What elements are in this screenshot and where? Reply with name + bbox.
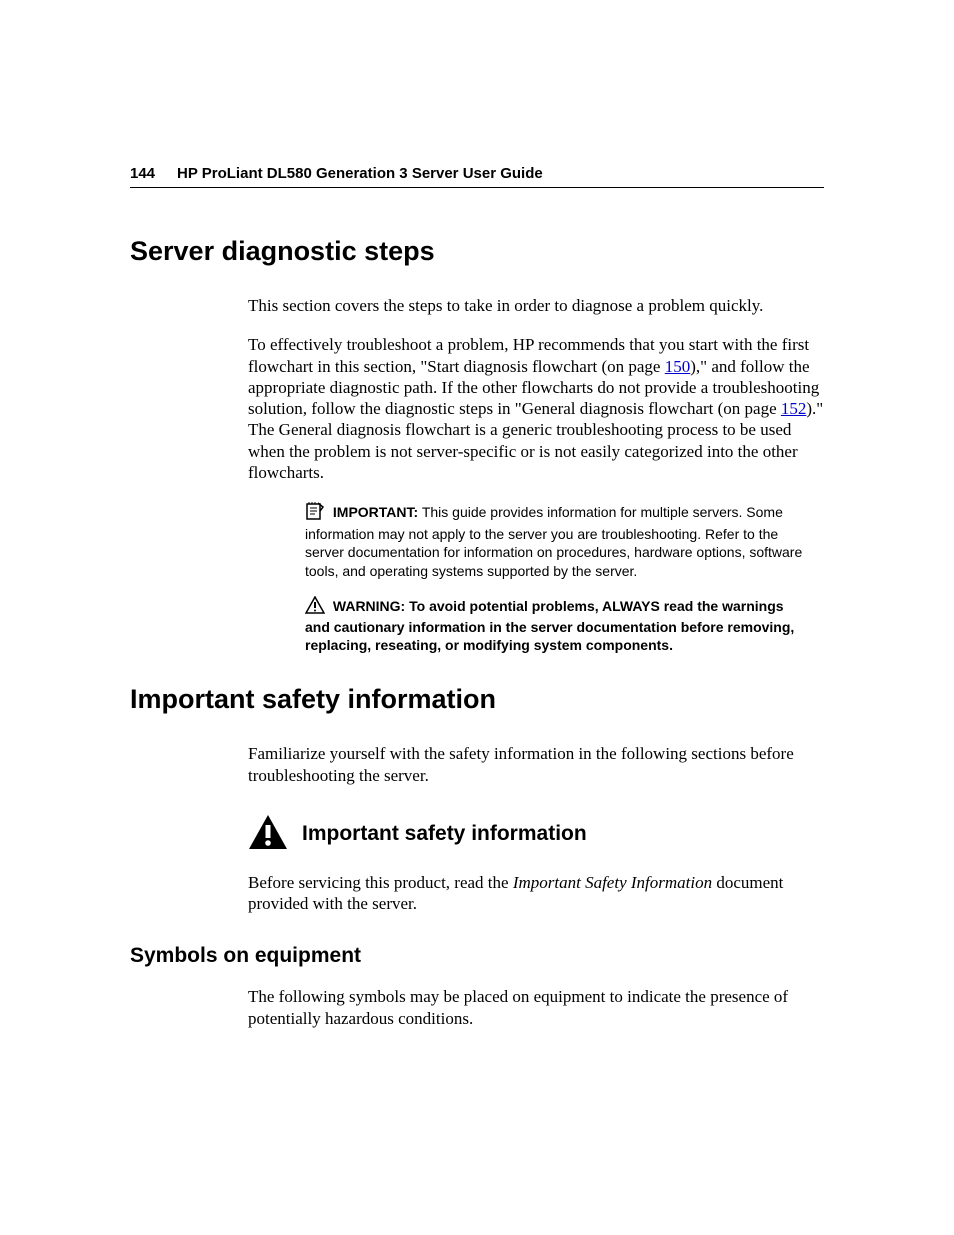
- page-link-152[interactable]: 152: [781, 399, 807, 418]
- safety-subheading: Important safety information: [302, 822, 587, 846]
- header-title: HP ProLiant DL580 Generation 3 Server Us…: [177, 165, 543, 182]
- italic-text: Important Safety Information: [513, 873, 712, 892]
- paragraph: Familiarize yourself with the safety inf…: [248, 743, 824, 786]
- note-icon: [305, 501, 325, 525]
- paragraph: To effectively troubleshoot a problem, H…: [248, 334, 824, 483]
- paragraph: Before servicing this product, read the …: [248, 872, 824, 915]
- text-run: Before servicing this product, read the: [248, 873, 513, 892]
- important-note: IMPORTANT: This guide provides informati…: [305, 501, 804, 580]
- warning-note: WARNING: To avoid potential problems, AL…: [305, 596, 804, 655]
- paragraph: This section covers the steps to take in…: [248, 295, 824, 316]
- page-number: 144: [130, 165, 155, 182]
- important-label: IMPORTANT:: [333, 504, 418, 520]
- paragraph: The following symbols may be placed on e…: [248, 986, 824, 1029]
- page-link-150[interactable]: 150: [665, 357, 691, 376]
- page-header: 144 HP ProLiant DL580 Generation 3 Serve…: [130, 165, 824, 188]
- warning-icon: [305, 596, 325, 618]
- document-page: 144 HP ProLiant DL580 Generation 3 Serve…: [0, 0, 954, 1029]
- section-heading-safety: Important safety information: [130, 684, 824, 715]
- section-heading-diagnostic: Server diagnostic steps: [130, 236, 824, 267]
- warning-label: WARNING:: [333, 598, 405, 614]
- section-heading-symbols: Symbols on equipment: [130, 944, 824, 968]
- alert-triangle-icon: [248, 814, 288, 855]
- safety-subheading-row: Important safety information: [248, 814, 824, 855]
